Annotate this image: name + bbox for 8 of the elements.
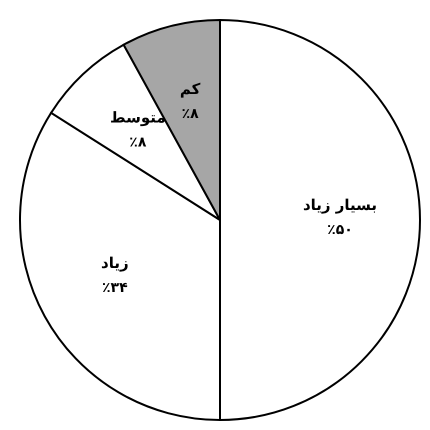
slice-label: متوسط [110,108,166,127]
slice-label: کم [180,80,201,98]
data-label: ٪۵۰ [327,222,353,238]
slice-label: بسیار زیاد [302,196,378,214]
slice-label: زیاد [101,254,129,272]
data-label: ٪۸ [129,134,147,151]
data-label: ٪۸ [182,106,200,122]
data-label: ٪۳۴ [102,280,128,296]
